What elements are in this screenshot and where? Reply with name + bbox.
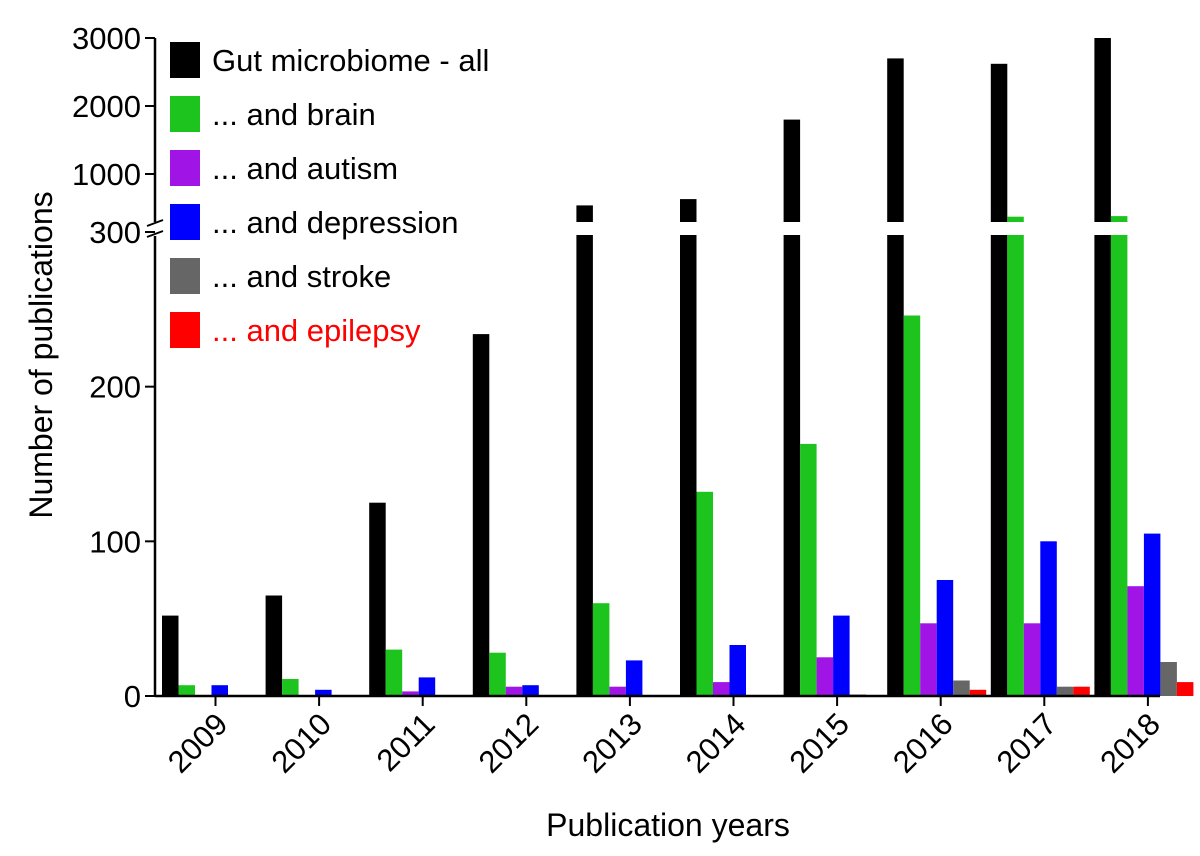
bar-2012-series-1 — [472, 334, 490, 696]
bar-2015-series-3 — [816, 657, 834, 696]
legend-swatch-6 — [170, 312, 200, 348]
bar-2014-series-1 — [680, 199, 697, 696]
bar-2016-series-2 — [903, 315, 921, 696]
bar-2009-series-4 — [211, 685, 228, 696]
legend-swatch-4 — [170, 204, 200, 240]
bar-2017-series-2 — [1007, 216, 1024, 696]
bar-2015-series-4 — [833, 615, 850, 696]
y-tick-label-2000: 2000 — [72, 89, 141, 124]
bar-2018-series-2 — [1110, 216, 1128, 696]
bar-2012-series-4 — [522, 685, 539, 696]
legend-swatch-2 — [170, 96, 200, 132]
legend: Gut microbiome - all ... and brain ... and… — [170, 42, 489, 348]
legend-label-2: ... and brain — [212, 97, 376, 132]
y-tick-label-0: 0 — [124, 679, 141, 714]
bar-2012-series-3 — [505, 686, 523, 696]
legend-label-6: ... and epilepsy — [212, 313, 421, 348]
bar-2014-series-2 — [696, 491, 713, 696]
legend-swatch-1 — [170, 42, 200, 78]
y-ticks-group: 0 100 200 300 1000 2000 3000 — [72, 21, 155, 714]
bar-2016-series-6 — [969, 689, 987, 696]
x-tick-label-2018: 2018 — [1093, 706, 1167, 780]
bar-2018-series-4 — [1143, 533, 1161, 696]
legend-label-1: Gut microbiome - all — [212, 43, 489, 78]
y-tick-label-100: 100 — [89, 524, 141, 559]
x-tick-label-2011: 2011 — [370, 706, 442, 778]
bar-2011-series-3 — [402, 691, 419, 696]
x-tick-label-2012: 2012 — [472, 706, 546, 780]
axes-group — [146, 38, 1160, 698]
bar-2017-series-1 — [990, 63, 1008, 697]
bar-2016-series-1 — [887, 58, 904, 696]
bar-2016-series-3 — [920, 623, 937, 696]
bar-2013-series-4 — [625, 660, 643, 696]
bar-2017-series-6 — [1073, 686, 1090, 696]
bar-2010-series-1 — [265, 595, 283, 696]
axis-break-band — [157, 222, 1157, 235]
legend-swatch-5 — [170, 258, 200, 294]
y-tick-label-200: 200 — [89, 370, 141, 405]
y-axis-break-mark-lower — [146, 230, 164, 238]
x-tick-label-2017: 2017 — [990, 706, 1064, 780]
bar-2018-series-5 — [1160, 662, 1177, 696]
bar-2012-series-2 — [489, 652, 506, 696]
bar-2011-series-1 — [369, 502, 386, 696]
bar-2009-series-2 — [178, 685, 195, 696]
bar-2018-series-3 — [1127, 586, 1144, 696]
bar-2016-series-5 — [953, 680, 970, 696]
x-tick-label-2010: 2010 — [265, 706, 339, 780]
bar-2014-series-3 — [713, 682, 730, 696]
bar-2015-series-2 — [800, 443, 817, 696]
legend-label-5: ... and stroke — [212, 259, 391, 294]
bar-2014-series-4 — [729, 645, 746, 696]
legend-label-4: ... and depression — [212, 205, 458, 240]
bar-2009-series-1 — [162, 615, 179, 696]
y-axis-break-mark-upper — [146, 219, 164, 227]
x-tick-label-2014: 2014 — [679, 706, 753, 780]
x-tick-label-2016: 2016 — [886, 706, 960, 780]
bar-2016-series-4 — [936, 580, 954, 696]
bar-2011-series-4 — [418, 677, 436, 696]
bar-2017-series-5 — [1056, 686, 1074, 696]
bar-2013-series-1 — [576, 205, 593, 696]
y-axis-title: Number of publications — [23, 191, 59, 518]
legend-swatch-3 — [170, 150, 200, 186]
x-axis-title: Publication years — [546, 807, 790, 843]
bar-2018-series-1 — [1094, 38, 1111, 696]
bar-2010-series-4 — [315, 689, 332, 696]
bar-2010-series-2 — [282, 679, 299, 696]
x-tick-label-2009: 2009 — [161, 706, 235, 780]
x-tick-label-2015: 2015 — [783, 706, 857, 780]
y-tick-label-300: 300 — [89, 215, 141, 250]
x-tick-label-2013: 2013 — [575, 706, 649, 780]
bar-2013-series-3 — [609, 686, 626, 696]
bar-2015-series-1 — [783, 119, 801, 697]
bars-group — [157, 38, 1194, 697]
y-tick-label-1000: 1000 — [72, 157, 141, 192]
bar-2011-series-2 — [385, 649, 403, 696]
bar-2017-series-3 — [1023, 623, 1041, 696]
x-ticks-group: 2009 2010 2011 2012 2013 2014 2015 2016 2017 2018 — [161, 696, 1167, 780]
y-tick-label-3000: 3000 — [72, 21, 141, 56]
bar-2017-series-4 — [1040, 541, 1057, 696]
bar-2018-series-6 — [1176, 682, 1194, 696]
legend-label-3: ... and autism — [212, 151, 398, 186]
bar-2013-series-2 — [592, 603, 610, 696]
